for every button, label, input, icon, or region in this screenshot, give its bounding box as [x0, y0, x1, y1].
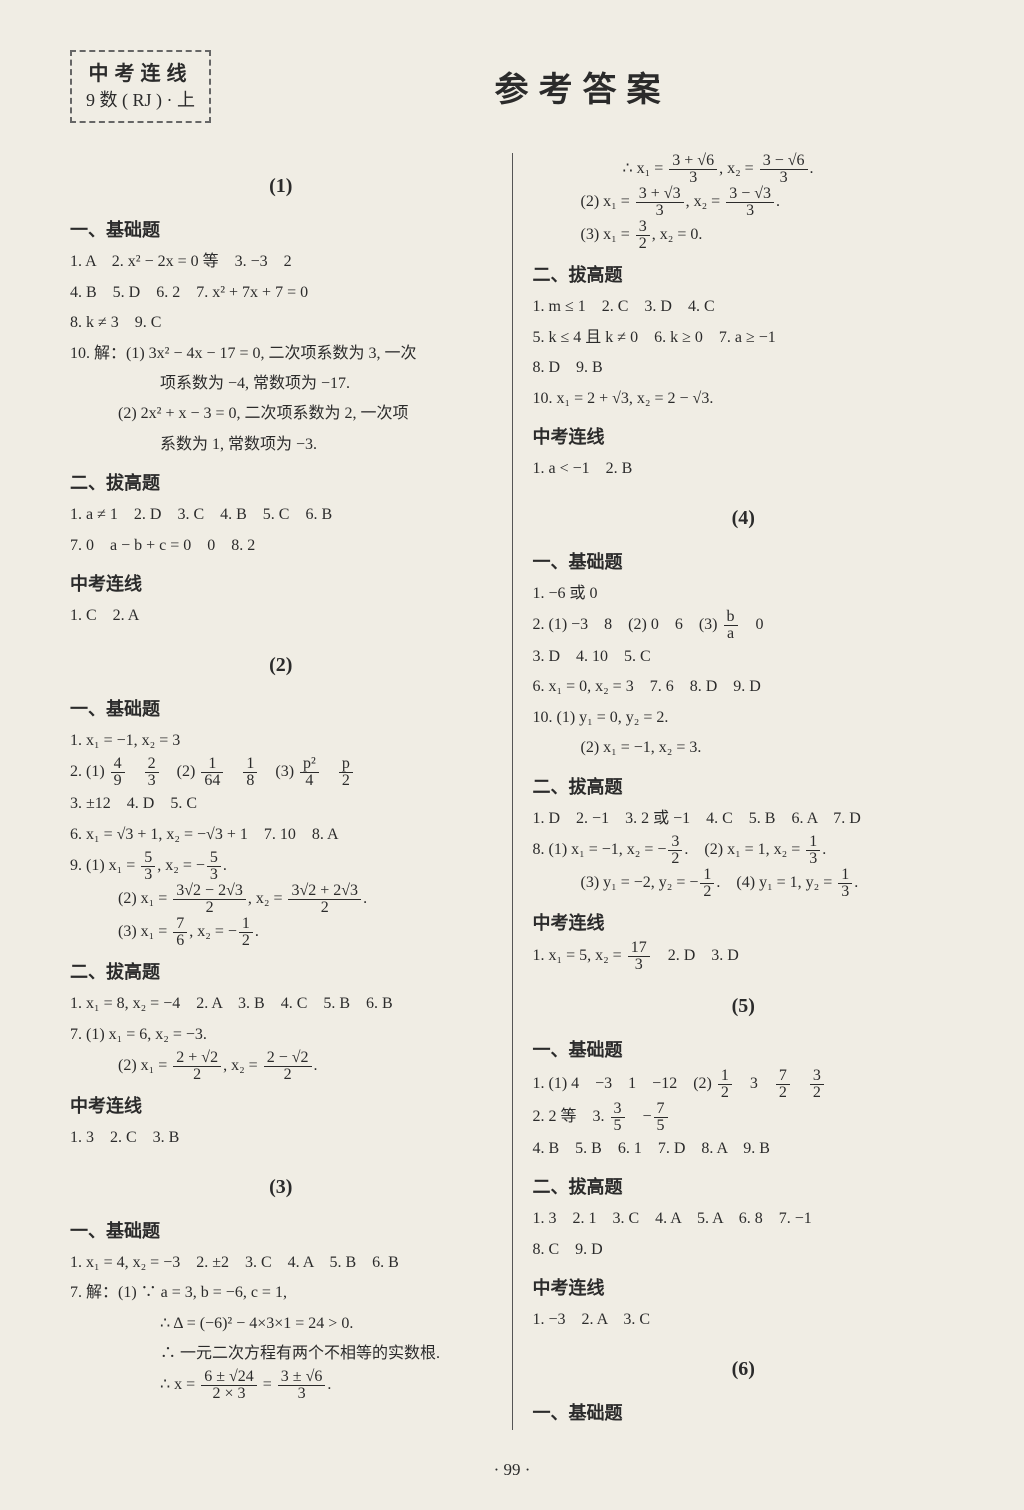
columns: (1) 一、基础题 1. A 2. x² − 2x = 0 等 3. −3 2 …	[70, 153, 954, 1430]
text-line: 1. A 2. x² − 2x = 0 等 3. −3 2	[70, 247, 492, 277]
text-line: 项系数为 −4, 常数项为 −17.	[70, 369, 492, 399]
main-title: 参考答案	[211, 62, 954, 111]
text-line: (2) x₁ = 2 + √22, x₂ = 2 − √22.	[70, 1050, 492, 1083]
text-line: 1. −6 或 0	[533, 579, 955, 609]
sec4-h3: 中考连线	[533, 906, 955, 940]
text-line: 1. C 2. A	[70, 601, 492, 631]
text-line: 1. x₁ = 8, x₂ = −4 2. A 3. B 4. C 5. B 6…	[70, 989, 492, 1019]
text-line: 7. (1) x₁ = 6, x₂ = −3.	[70, 1020, 492, 1050]
sec1-h2: 二、拔高题	[70, 466, 492, 500]
text-line: 1. a ≠ 1 2. D 3. C 4. B 5. C 6. B	[70, 500, 492, 530]
text-line: 8. (1) x₁ = −1, x₂ = −32. (2) x₁ = 1, x₂…	[533, 834, 955, 867]
section-6-num: (6)	[533, 1350, 955, 1388]
text-line: 7. 0 a − b + c = 0 0 8. 2	[70, 531, 492, 561]
text-line: 1. x₁ = 4, x₂ = −3 2. ±2 3. C 4. A 5. B …	[70, 1248, 492, 1278]
sec2-h3: 中考连线	[70, 1089, 492, 1123]
text-line: 系数为 1, 常数项为 −3.	[70, 430, 492, 460]
section-1-num: (1)	[70, 167, 492, 205]
right-column: ∴ x₁ = 3 + √63, x₂ = 3 − √63. (2) x₁ = 3…	[513, 153, 955, 1430]
sec5-h3: 中考连线	[533, 1271, 955, 1305]
text-line: 4. B 5. B 6. 1 7. D 8. A 9. B	[533, 1134, 955, 1164]
text-line: 1. x₁ = −1, x₂ = 3	[70, 726, 492, 756]
text-line: 10. 解：(1) 3x² − 4x − 17 = 0, 二次项系数为 3, 一…	[70, 339, 492, 369]
sec1-h1: 一、基础题	[70, 213, 492, 247]
text-line: 1. m ≤ 1 2. C 3. D 4. C	[533, 292, 955, 322]
text-line: 3. D 4. 10 5. C	[533, 642, 955, 672]
text-line: 3. ±12 4. D 5. C	[70, 789, 492, 819]
text-line: (2) x₁ = 3√2 − 2√32, x₂ = 3√2 + 2√32.	[70, 883, 492, 916]
text-line: 5. k ≤ 4 且 k ≠ 0 6. k ≥ 0 7. a ≥ −1	[533, 323, 955, 353]
text-line: 1. −3 2. A 3. C	[533, 1305, 955, 1335]
text-line: 4. B 5. D 6. 2 7. x² + 7x + 7 = 0	[70, 278, 492, 308]
cont-h2: 二、拔高题	[533, 258, 955, 292]
section-3-num: (3)	[70, 1168, 492, 1206]
sec4-h2: 二、拔高题	[533, 770, 955, 804]
page: 中考连线 9 数 ( RJ ) · 上 参考答案 (1) 一、基础题 1. A …	[0, 0, 1024, 1510]
sec4-h1: 一、基础题	[533, 545, 955, 579]
text-line: 9. (1) x₁ = 53, x₂ = −53.	[70, 850, 492, 883]
text-line: 8. C 9. D	[533, 1235, 955, 1265]
text-line: 1. D 2. −1 3. 2 或 −1 4. C 5. B 6. A 7. D	[533, 804, 955, 834]
text-line: 8. D 9. B	[533, 353, 955, 383]
sec3-h1: 一、基础题	[70, 1214, 492, 1248]
sec2-h1: 一、基础题	[70, 692, 492, 726]
text-line: ∴ x₁ = 3 + √63, x₂ = 3 − √63.	[533, 153, 955, 186]
text-line: 2. 2 等 3. 35 −75	[533, 1101, 955, 1134]
section-5-num: (5)	[533, 987, 955, 1025]
text-line: 2. (1) −3 8 (2) 0 6 (3) ba 0	[533, 609, 955, 642]
text-line: (3) y₁ = −2, y₂ = −12. (4) y₁ = 1, y₂ = …	[533, 867, 955, 900]
text-line: (2) x₁ = 3 + √33, x₂ = 3 − √33.	[533, 186, 955, 219]
text-line: 1. x₁ = 5, x₂ = 173 2. D 3. D	[533, 940, 955, 973]
text-line: 1. 3 2. C 3. B	[70, 1123, 492, 1153]
text-line: ∴ x = 6 ± √242 × 3 = 3 ± √63.	[70, 1369, 492, 1402]
text-line: 2. (1) 49 23 (2) 164 18 (3) p²4 p2	[70, 756, 492, 789]
section-2-num: (2)	[70, 646, 492, 684]
text-line: 1. a < −1 2. B	[533, 454, 955, 484]
text-line: (2) x₁ = −1, x₂ = 3.	[533, 733, 955, 763]
title-box: 中考连线 9 数 ( RJ ) · 上	[70, 50, 211, 123]
cont-h3: 中考连线	[533, 420, 955, 454]
text-line: 1. 3 2. 1 3. C 4. A 5. A 6. 8 7. −1	[533, 1204, 955, 1234]
box-line2: 9 数 ( RJ ) · 上	[86, 88, 195, 113]
text-line: 6. x₁ = √3 + 1, x₂ = −√3 + 1 7. 10 8. A	[70, 820, 492, 850]
text-line: ∴ 一元二次方程有两个不相等的实数根.	[70, 1339, 492, 1369]
text-line: (3) x₁ = 32, x₂ = 0.	[533, 219, 955, 252]
sec6-h1: 一、基础题	[533, 1396, 955, 1430]
sec2-h2: 二、拔高题	[70, 955, 492, 989]
sec5-h2: 二、拔高题	[533, 1170, 955, 1204]
text-line: 7. 解：(1) ∵ a = 3, b = −6, c = 1,	[70, 1278, 492, 1308]
text-line: ∴ Δ = (−6)² − 4×3×1 = 24 > 0.	[70, 1309, 492, 1339]
text-line: 10. x₁ = 2 + √3, x₂ = 2 − √3.	[533, 384, 955, 414]
text-line: 6. x₁ = 0, x₂ = 3 7. 6 8. D 9. D	[533, 672, 955, 702]
sec1-h3: 中考连线	[70, 567, 492, 601]
text-line: 8. k ≠ 3 9. C	[70, 308, 492, 338]
text-line: (2) 2x² + x − 3 = 0, 二次项系数为 2, 一次项	[70, 399, 492, 429]
left-column: (1) 一、基础题 1. A 2. x² − 2x = 0 等 3. −3 2 …	[70, 153, 513, 1430]
header: 中考连线 9 数 ( RJ ) · 上 参考答案	[70, 50, 954, 123]
text-line: (3) x₁ = 76, x₂ = −12.	[70, 916, 492, 949]
box-line1: 中考连线	[86, 60, 195, 88]
section-4-num: (4)	[533, 499, 955, 537]
text-line: 1. (1) 4 −3 1 −12 (2) 12 3 72 32	[533, 1068, 955, 1101]
sec5-h1: 一、基础题	[533, 1033, 955, 1067]
text-line: 10. (1) y₁ = 0, y₂ = 2.	[533, 703, 955, 733]
